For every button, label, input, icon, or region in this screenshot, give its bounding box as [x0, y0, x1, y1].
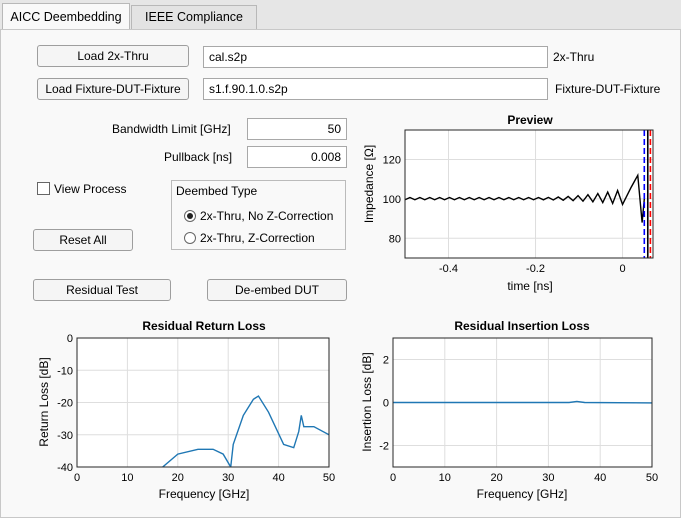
y-tick-label: 120 — [383, 155, 401, 167]
x-axis-label: time [ns] — [507, 279, 552, 293]
return-loss-chart: Residual Return Loss Return Loss [dB] Fr… — [37, 319, 335, 501]
load-thru-button[interactable]: Load 2x-Thru — [37, 45, 189, 67]
x-tick-label: 10 — [439, 472, 451, 484]
x-tick-label: 30 — [222, 472, 234, 484]
x-tick-label: 0 — [390, 472, 396, 484]
series-line — [393, 400, 652, 404]
plot-area — [405, 130, 653, 258]
x-tick-label: 40 — [594, 472, 606, 484]
pullback-input[interactable]: 0.008 — [247, 146, 347, 168]
y-tick-label: 0 — [67, 333, 73, 345]
x-tick-label: 20 — [490, 472, 502, 484]
y-axis-label: Insertion Loss [dB] — [360, 352, 374, 451]
x-tick-label: 50 — [646, 472, 658, 484]
y-tick-label: 2 — [383, 355, 389, 367]
deembed-dut-button[interactable]: De-embed DUT — [207, 279, 347, 301]
chart-title: Preview — [507, 113, 553, 127]
deembed-type-group — [171, 180, 346, 250]
plot-frame — [404, 129, 654, 259]
reset-all-button[interactable]: Reset All — [33, 229, 133, 251]
y-tick-label: 0 — [383, 398, 389, 410]
insertion-loss-chart: Residual Insertion Loss Insertion Loss [… — [360, 319, 658, 501]
radio-z-correction-label: 2x-Thru, Z-Correction — [200, 231, 315, 245]
x-tick-label: 0 — [74, 472, 80, 484]
y-tick-label: 80 — [389, 233, 401, 245]
series-line — [405, 172, 645, 223]
plot-frame — [392, 337, 653, 468]
thru-tag-label: 2x-Thru — [553, 50, 595, 64]
x-tick-label: 50 — [323, 472, 335, 484]
deembed-type-title: Deembed Type — [176, 184, 258, 198]
residual-test-button[interactable]: Residual Test — [33, 279, 171, 301]
y-axis-label: Return Loss [dB] — [37, 357, 51, 446]
radio-no-z-correction[interactable] — [184, 210, 196, 222]
x-tick-label: 30 — [542, 472, 554, 484]
x-tick-label: 10 — [121, 472, 133, 484]
fixture-tag-label: Fixture-DUT-Fixture — [555, 82, 661, 96]
x-tick-label: 20 — [172, 472, 184, 484]
pullback-label: Pullback [ns] — [164, 150, 233, 164]
bandwidth-label: Bandwidth Limit [GHz] — [112, 122, 231, 136]
x-axis-label: Frequency [GHz] — [477, 487, 568, 501]
radio-z-correction[interactable] — [184, 232, 196, 244]
tab-ieee-compliance[interactable]: IEEE Compliance — [131, 5, 257, 29]
thru-file-field[interactable]: cal.s2p — [203, 46, 548, 68]
fixture-file-field[interactable]: s1.f.90.1.0.s2p — [203, 78, 548, 100]
view-process-checkbox[interactable] — [37, 182, 50, 195]
chart-title: Residual Return Loss — [142, 319, 266, 333]
y-tick-label: -20 — [57, 398, 73, 410]
y-tick-label: -2 — [379, 441, 389, 453]
chart-title: Residual Insertion Loss — [454, 319, 590, 333]
view-process-label: View Process — [54, 182, 127, 196]
y-tick-label: -30 — [57, 430, 73, 442]
x-tick-label: 40 — [272, 472, 284, 484]
tab-aicc-deembedding[interactable]: AICC Deembedding — [2, 3, 130, 30]
y-tick-label: 100 — [383, 194, 401, 206]
series-line — [162, 395, 329, 467]
plot-frame — [76, 337, 330, 468]
load-fixture-button[interactable]: Load Fixture-DUT-Fixture — [37, 78, 189, 100]
y-tick-label: -10 — [57, 365, 73, 377]
radio-no-z-correction-label: 2x-Thru, No Z-Correction — [200, 209, 334, 223]
x-tick-label: 0 — [619, 263, 625, 275]
x-axis-label: Frequency [GHz] — [159, 487, 250, 501]
preview-chart: Preview Impedance [Ω] time [ns] -0.4 -0.2… — [362, 113, 654, 293]
y-axis-label: Impedance [Ω] — [362, 145, 376, 223]
x-tick-label: -0.2 — [526, 263, 545, 275]
x-tick-label: -0.4 — [439, 263, 458, 275]
bandwidth-input[interactable]: 50 — [247, 118, 347, 140]
y-tick-label: -40 — [57, 462, 73, 474]
